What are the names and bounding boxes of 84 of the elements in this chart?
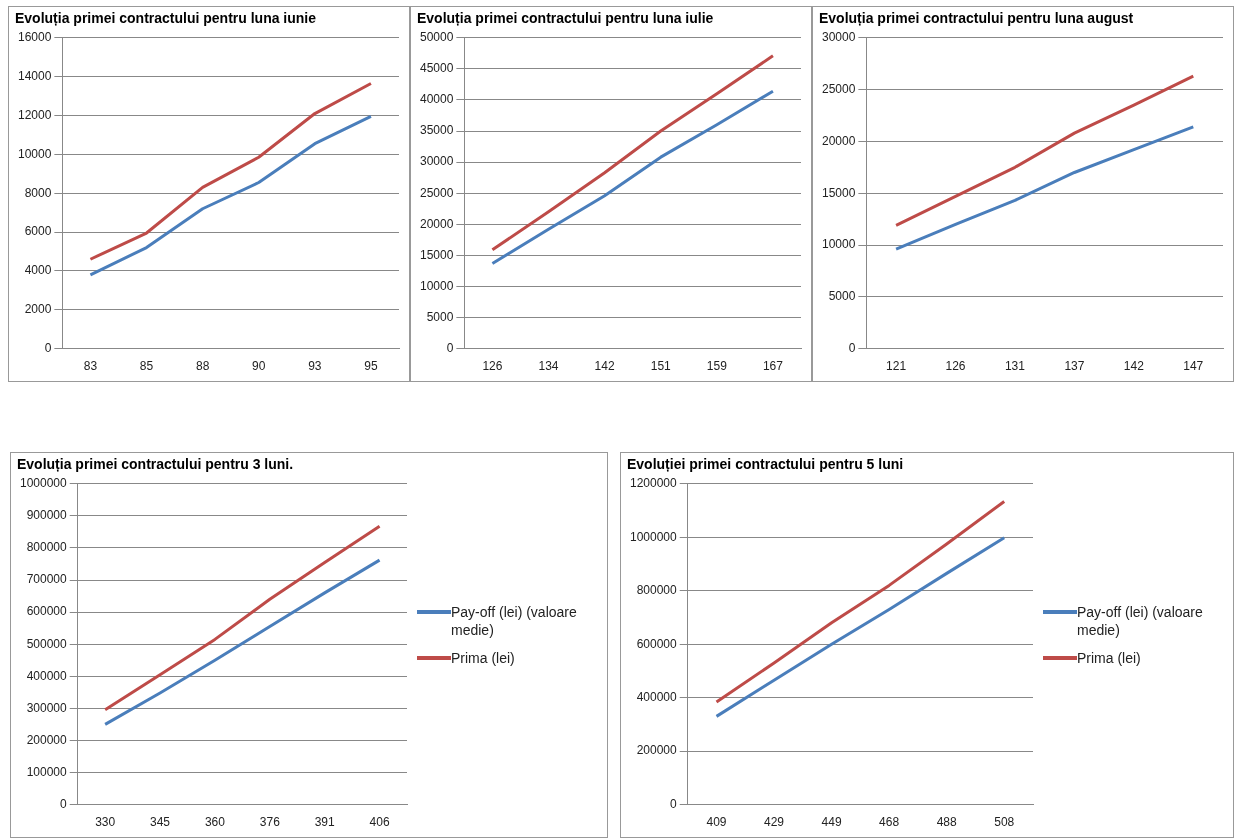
y-tick-label: 25000: [419, 185, 454, 200]
x-tick-label: 88: [195, 359, 210, 374]
y-tick-label: 2000: [24, 302, 52, 317]
y-tick-label: 6000: [24, 224, 52, 239]
y-tick-label: 35000: [419, 123, 454, 138]
legend-label: Prima (lei): [1077, 649, 1141, 667]
y-tick-label: 20000: [419, 216, 454, 231]
x-tick-label: 508: [994, 815, 1015, 830]
y-tick-label: 1000000: [20, 476, 68, 491]
y-tick-label: 200000: [636, 743, 678, 758]
chart-title: Evoluției primei contractului pentru 5 luni: [627, 456, 904, 473]
y-tick-label: 15000: [419, 247, 454, 262]
y-tick-label: 0: [60, 796, 68, 811]
y-tick-label: 1000000: [630, 529, 678, 544]
x-tick-label: 159: [706, 359, 728, 374]
x-tick-label: 137: [1064, 359, 1085, 374]
y-tick-label: 10000: [821, 237, 856, 252]
x-tick-label: 126: [945, 359, 966, 374]
x-tick-label: 147: [1183, 359, 1204, 374]
y-tick-label: 900000: [26, 508, 68, 523]
y-tick-label: 20000: [821, 133, 856, 148]
y-tick-label: 25000: [821, 81, 856, 96]
chart-title: Evoluția primei contractului pentru luna iulie: [417, 10, 714, 27]
y-tick-label: 800000: [636, 583, 678, 598]
chart-title: Evoluția primei contractului pentru luna august: [819, 10, 1134, 27]
x-tick-label: 95: [364, 359, 378, 374]
x-tick-label: 85: [139, 359, 154, 374]
x-tick-label: 151: [650, 359, 672, 374]
y-tick-label: 0: [670, 796, 678, 811]
x-tick-label: 330: [95, 815, 116, 830]
y-tick-label: 400000: [26, 668, 68, 683]
y-tick-label: 30000: [821, 30, 856, 45]
x-tick-label: 488: [936, 815, 958, 830]
x-tick-label: 468: [879, 815, 900, 830]
y-tick-label: 12000: [17, 107, 52, 122]
x-tick-label: 83: [83, 359, 98, 374]
y-tick-label: 15000: [821, 185, 856, 200]
x-tick-label: 142: [1123, 359, 1145, 374]
y-tick-label: 10000: [419, 278, 454, 293]
y-tick-label: 600000: [26, 604, 68, 619]
y-tick-label: 8000: [24, 185, 52, 200]
y-tick-label: 5000: [828, 289, 856, 304]
x-tick-label: 345: [150, 815, 171, 830]
y-tick-label: 45000: [419, 61, 454, 76]
y-tick-label: 800000: [26, 540, 68, 555]
y-tick-label: 1200000: [630, 476, 678, 491]
y-tick-label: 0: [446, 340, 454, 355]
x-tick-label: 121: [886, 359, 907, 374]
x-tick-label: 142: [594, 359, 615, 374]
y-tick-label: 30000: [419, 154, 454, 169]
x-tick-label: 376: [259, 815, 281, 830]
y-tick-label: 500000: [26, 636, 68, 651]
x-tick-label: 449: [821, 815, 842, 830]
x-tick-label: 360: [204, 815, 226, 830]
y-tick-label: 10000: [17, 146, 52, 161]
y-tick-label: 100000: [26, 764, 68, 779]
y-tick-label: 14000: [17, 68, 52, 83]
y-tick-label: 600000: [636, 636, 678, 651]
y-tick-label: 200000: [26, 732, 68, 747]
legend-label: Prima (lei): [451, 649, 515, 667]
x-tick-label: 406: [369, 815, 390, 830]
y-tick-label: 16000: [17, 30, 52, 45]
y-tick-label: 40000: [419, 92, 454, 107]
x-tick-label: 391: [314, 815, 336, 830]
y-tick-label: 5000: [426, 309, 454, 324]
chart-title: Evoluția primei contractului pentru luna iunie: [15, 10, 317, 27]
x-tick-label: 93: [308, 359, 322, 374]
x-tick-label: 126: [482, 359, 503, 374]
y-tick-label: 0: [44, 340, 52, 355]
x-tick-label: 409: [706, 815, 727, 830]
x-tick-label: 429: [764, 815, 785, 830]
x-tick-label: 90: [252, 359, 266, 374]
y-tick-label: 700000: [26, 572, 68, 587]
x-tick-label: 134: [538, 359, 559, 374]
legend-label: Pay-off (lei) (valoare medie): [451, 603, 578, 639]
y-tick-label: 0: [848, 340, 856, 355]
y-tick-label: 4000: [24, 263, 52, 278]
y-tick-label: 400000: [636, 689, 678, 704]
x-tick-label: 131: [1004, 359, 1026, 374]
x-tick-label: 167: [762, 359, 784, 374]
legend-label: Pay-off (lei) (valoare medie): [1077, 603, 1204, 639]
chart-title: Evoluția primei contractului pentru 3 luni.: [17, 456, 294, 473]
y-tick-label: 300000: [26, 700, 68, 715]
y-tick-label: 50000: [419, 30, 454, 45]
